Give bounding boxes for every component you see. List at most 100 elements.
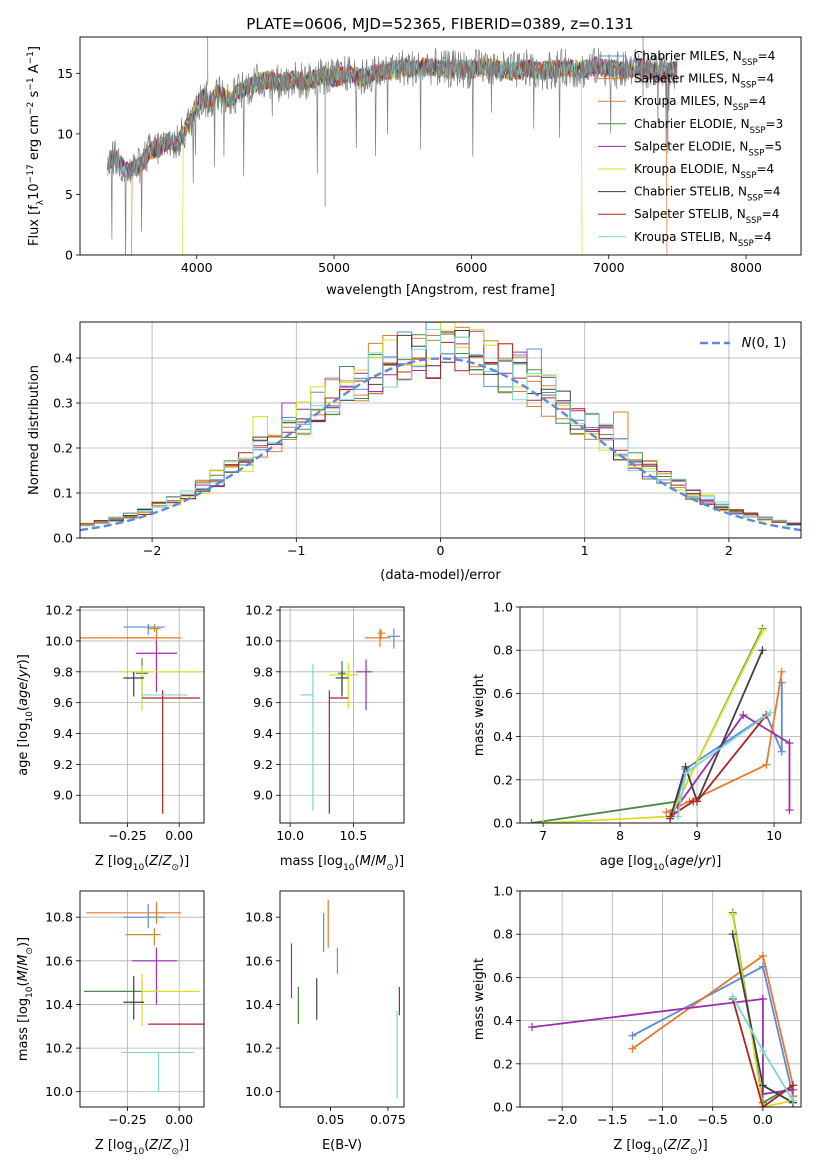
y-tick-label: 9.0 xyxy=(253,788,273,803)
y-tick-label: 10.2 xyxy=(45,1041,73,1056)
label-part: Chabrier STELIB, N xyxy=(634,185,747,199)
label-part: −17 xyxy=(26,164,36,183)
label-part: ( xyxy=(144,854,149,869)
axes-spectrum: 4000 5000 6000 7000 8000 0 5 10 15 wavelength [An… xyxy=(26,36,802,298)
y-tick-label: 10.2 xyxy=(245,1041,273,1056)
y-tick-label: 5 xyxy=(65,187,73,202)
x-tick-label: 0 xyxy=(437,543,445,558)
label-part: 10 xyxy=(25,986,35,998)
axes-frame xyxy=(79,321,802,539)
weight-line xyxy=(531,997,794,1096)
label-part: N xyxy=(742,336,752,351)
y-tick-label: 0.6 xyxy=(493,970,513,985)
label-part: / xyxy=(158,1138,163,1153)
x-tick-label: −0.5 xyxy=(698,1112,728,1127)
label-part: =3 xyxy=(766,117,784,131)
x-tick-label: 0.00 xyxy=(165,828,193,843)
label-part: )] xyxy=(16,654,31,664)
y-tick-label: 10.0 xyxy=(45,633,73,648)
y-tick-label: 0.2 xyxy=(493,772,513,787)
axes-frame xyxy=(519,606,802,824)
axes-weight_vs_Z: −2.0 −1.5 −1.0 −0.5 0.0 0.0 0.2 0.4 0.6 0.8 1.0 Z [… xyxy=(472,884,802,1157)
label-part: Chabrier ELODIE, N xyxy=(634,117,750,131)
y-tick-label: 0.1 xyxy=(53,486,73,501)
label-part: −1 xyxy=(26,51,36,64)
label-part: ( xyxy=(16,981,31,986)
axes-residuals: −2 −1 0 1 2 0.0 0.1 0.2 0.3 0.4 (data-model)/error… xyxy=(27,321,802,583)
y-axis-label: Flux [fλ10−17 erg cm−2 s−1 A−1] xyxy=(26,46,46,246)
weight-line xyxy=(731,998,794,1107)
legend-label: Chabrier MILES, NSSP=4 xyxy=(634,49,775,68)
x-tick-label: 1 xyxy=(581,543,589,558)
label-part: )] xyxy=(16,937,31,947)
y-tick-label: 9.8 xyxy=(53,664,73,679)
axes-frame xyxy=(279,606,405,824)
label-part: λ xyxy=(36,199,46,205)
x-axis-label: E(B-V) xyxy=(322,1138,362,1153)
label-part: SSP xyxy=(742,58,758,68)
x-tick-label: 0.075 xyxy=(370,1112,406,1127)
axes-age_vs_mass: 10.0 10.5 9.0 9.2 9.4 9.6 9.8 10.0 10.2 mass [log… xyxy=(245,603,405,873)
y-tick-label: 10.6 xyxy=(245,953,273,968)
y-axis-label: Normed distribution xyxy=(27,365,42,495)
gaussian-curve xyxy=(80,357,801,532)
label-part: ⊙ xyxy=(171,863,179,873)
y-axis-label: mass [log10(M/M⊙)] xyxy=(16,937,35,1061)
y-tick-label: 15 xyxy=(57,66,73,81)
y-tick-label: 0.3 xyxy=(53,396,73,411)
plot-area-residuals xyxy=(80,322,801,532)
data-spectrum-line xyxy=(107,47,678,255)
label-part: 10 xyxy=(653,863,665,873)
x-axis-label: (data-model)/error xyxy=(380,568,501,583)
label-part: Salpeter MILES, N xyxy=(634,72,741,86)
x-tick-label: −2 xyxy=(143,543,161,558)
y-tick-label: 9.4 xyxy=(253,726,273,741)
x-tick-label: 10 xyxy=(766,828,782,843)
label-part: A xyxy=(27,64,42,77)
label-part: )] xyxy=(179,854,189,869)
legend-label: Chabrier ELODIE, NSSP=3 xyxy=(634,117,783,136)
legend: Chabrier MILES, NSSP=4 Salpeter MILES, NS… xyxy=(598,49,783,249)
y-tick-label: 0.4 xyxy=(493,1013,513,1028)
y-tick-label: 10.8 xyxy=(245,910,273,925)
label-part: )] xyxy=(394,854,404,869)
label-part: ⊙ xyxy=(690,1147,698,1157)
label-part: mass [log xyxy=(16,998,31,1061)
label-part: / xyxy=(371,854,376,869)
y-tick-label: 0.4 xyxy=(493,729,513,744)
label-part: / xyxy=(16,965,31,970)
label-part: 10 xyxy=(133,863,145,873)
label-part: / xyxy=(158,854,163,869)
x-tick-label: −1.0 xyxy=(647,1112,677,1127)
plot-area-age_vs_Z xyxy=(80,623,200,814)
legend-label: Kroupa MILES, NSSP=4 xyxy=(634,94,766,113)
label-part: age [log xyxy=(16,723,31,776)
plot-area-mass_vs_ebv xyxy=(290,899,401,1099)
label-part: Kroupa ELODIE, N xyxy=(634,162,741,176)
axes-frame xyxy=(79,890,205,1108)
weight-line xyxy=(677,713,791,810)
y-tick-label: 0.6 xyxy=(493,686,513,701)
label-part: M xyxy=(375,854,386,869)
x-tick-label: 10.0 xyxy=(276,828,304,843)
label-part: age xyxy=(16,682,31,706)
label-part: mass [log xyxy=(280,854,343,869)
y-tick-label: 10.0 xyxy=(45,1084,73,1099)
label-part: Z xyxy=(148,1138,159,1153)
label-part: 10 xyxy=(343,863,355,873)
label-part: Z [log xyxy=(95,1138,133,1153)
x-tick-label: 7 xyxy=(539,828,547,843)
y-tick-label: 0.2 xyxy=(53,441,73,456)
label-part: −2 xyxy=(26,102,36,115)
plot-area-age_vs_mass xyxy=(300,628,401,814)
figure-title: PLATE=0606, MJD=52365, FIBERID=0389, z=0… xyxy=(246,15,633,33)
x-axis-label: Z [log10(Z/Z⊙)] xyxy=(613,1138,707,1157)
y-tick-label: 10.0 xyxy=(245,633,273,648)
y-tick-label: 1.0 xyxy=(493,600,513,615)
label-part: yr xyxy=(697,854,713,869)
label-part: M xyxy=(16,970,31,981)
label-part: Chabrier MILES, N xyxy=(634,49,742,63)
y-tick-label: 9.4 xyxy=(53,726,73,741)
